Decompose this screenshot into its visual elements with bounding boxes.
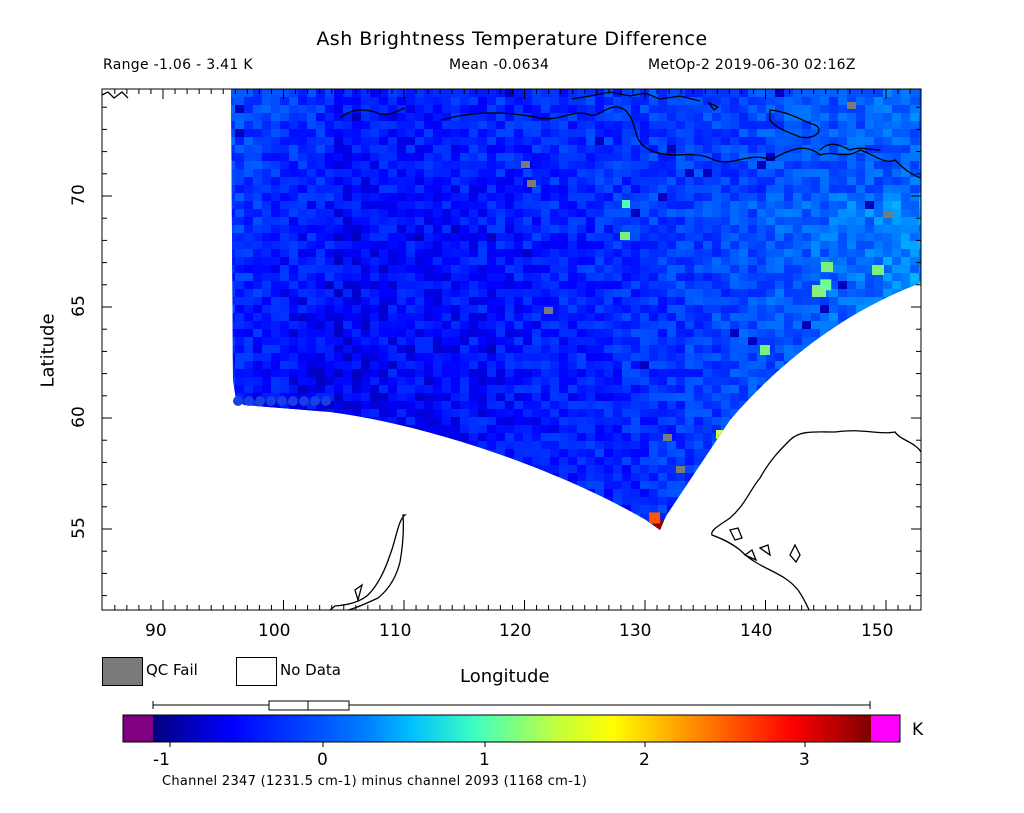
coastline [758,544,771,557]
plot-frame [101,88,922,611]
notable-value-pixel [820,279,832,291]
x-tick-label: 120 [499,621,532,641]
range-text: Range -1.06 - 3.41 K [103,57,253,73]
swath-hotspot [872,265,884,275]
coastline [743,548,758,562]
coastline [102,91,129,99]
qc-fail-swatch [102,657,143,686]
notable-value-pixel [717,443,729,455]
swath-edge [233,396,331,406]
coastline [354,583,364,603]
swath-hotspot [716,430,726,439]
qc-fail-pixel [884,211,893,218]
coastline [328,514,408,610]
x-tick-label: 130 [619,621,652,641]
swath-hotspot [620,232,630,240]
x-tick-label: 110 [379,621,412,641]
notable-value-pixel [649,512,661,524]
coastline [789,543,801,564]
x-tick-label: 100 [258,621,291,641]
x-tick-label: 140 [740,621,773,641]
no-data-swatch [236,657,277,686]
colorbar-tick-label: 3 [799,750,810,770]
swath-hotspot [760,345,770,355]
colorbar-tick-label: 2 [639,750,650,770]
coastline [769,109,820,139]
satellite-time-text: MetOp-2 2019-06-30 02:16Z [648,57,856,73]
qc-fail-pixel [676,466,685,473]
notable-value-pixel [652,520,666,530]
colorbar-tick-label: 0 [317,750,328,770]
colorbar-tick-label: 1 [479,750,490,770]
coastline [440,106,921,179]
mean-text: Mean -0.0634 [449,57,550,73]
y-axis-label: Latitude [37,313,59,388]
qc-fail-pixel [847,102,856,109]
coastline [339,107,406,119]
y-tick-label: 70 [69,184,89,206]
coastline [819,143,881,151]
qc-fail-pixel [527,180,536,187]
qc-fail-label: QC Fail [146,661,198,679]
colorbar-tick-label: -1 [153,750,170,770]
coastline [571,91,701,102]
coastline [707,101,720,111]
qc-fail-pixel [663,434,672,441]
qc-fail-pixel [521,161,530,168]
y-tick-label: 55 [69,517,89,539]
channel-caption: Channel 2347 (1231.5 cm-1) minus channel… [162,774,588,789]
swath-hotspot [622,200,630,208]
x-tick-label: 90 [145,621,167,641]
no-data-label: No Data [280,661,341,679]
chart-title: Ash Brightness Temperature Difference [316,28,708,50]
x-axis-label: Longitude [460,666,550,687]
coastline [711,430,921,610]
y-tick-label: 65 [69,295,89,317]
coastline [729,527,743,541]
swath-hotspot [821,262,833,272]
qc-fail-pixel [544,307,553,314]
colorbar-unit: K [912,720,924,740]
x-tick-label: 150 [861,621,894,641]
y-tick-label: 60 [69,406,89,428]
